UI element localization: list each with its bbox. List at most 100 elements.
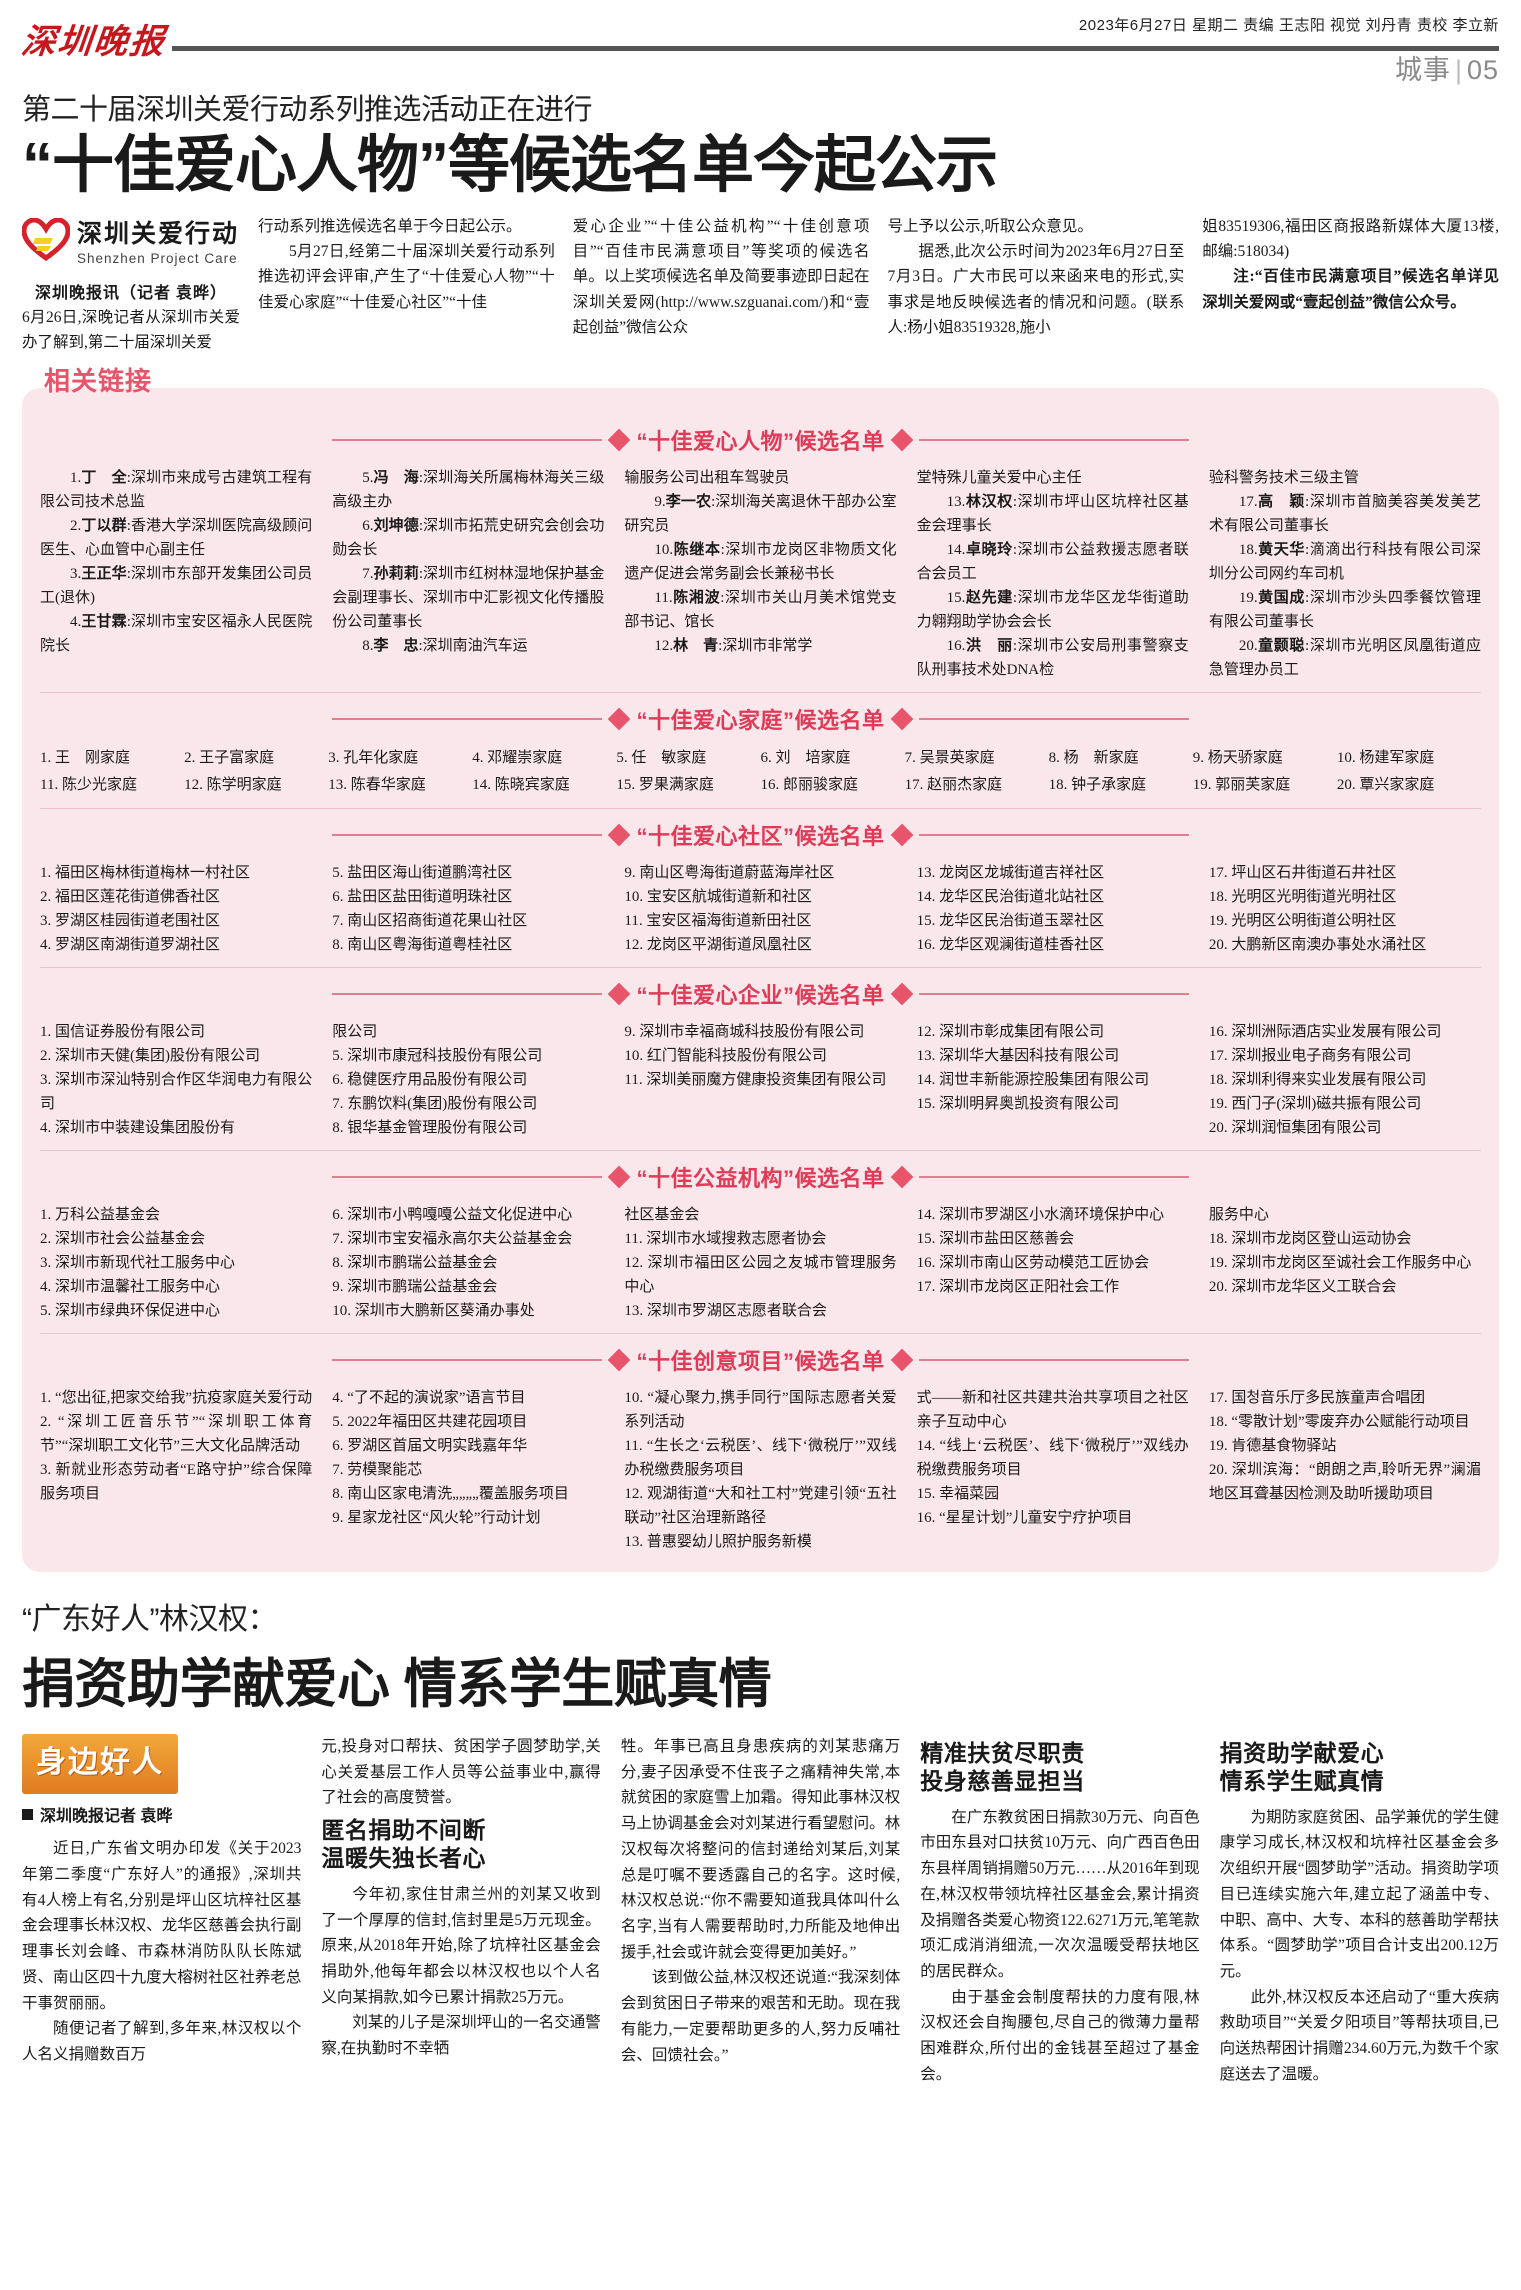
candidate-entry: 1. 国信证券股份有限公司 <box>40 1023 206 1040</box>
candidate-entry: 2. 王子富家庭 <box>184 750 275 767</box>
candidate-entry: 10. 宝安区航城街道新和社区 <box>624 888 812 905</box>
candidate-entry: 11. 深圳市水域搜救志愿者协会 <box>624 1230 827 1247</box>
candidate-entry: 7. 劳模聚能芯 <box>332 1461 423 1478</box>
entry-desc: :深圳市坪山区坑梓社区基金会理事长 <box>916 494 1189 535</box>
candidate-columns: 1.丁 全:深圳市来成号古建筑工程有限公司技术总监 2.丁以群:香港大学深圳医院高… <box>40 466 1481 682</box>
candidate-columns: 1. 国信证券股份有限公司 2. 深圳市天健(集团)股份有限公司 3. 深圳市深汕特… <box>40 1020 1481 1140</box>
candidate-entry: 16. 龙华区观澜街道桂香社区 <box>916 936 1105 953</box>
entry-desc: :深圳市红树林湿地保护基金会副理事长、深圳市中汇影视文化传播股份公司董事长 <box>332 566 605 631</box>
candidate-entry: 13. 深圳华大基因科技有限公司 <box>916 1047 1120 1064</box>
bottom-col-2: 元,投身对口帮扶、贫困学子圆梦助学,关心关爱基层工作人员等公益事业中,赢得了社会… <box>321 1734 600 2088</box>
section-divider: | <box>1454 55 1463 85</box>
candidate-entry: 13. 陈春华家庭 <box>328 776 426 793</box>
candidate-entry: 12. 陈学明家庭 <box>184 776 282 793</box>
entry-desc: :香港大学深圳医院高级顾问医生、心血管中心副主任 <box>40 518 313 559</box>
candidate-entry: 5. 盐田区海山街道鹏湾社区 <box>332 864 513 881</box>
entry-index: 12. <box>654 638 674 655</box>
candidate-entry: 4. “了不起的演说家”语言节目 <box>332 1389 526 1406</box>
candidate-entry: 15.赵先建:深圳市龙华区龙华街道助力翱翔助学协会会长 <box>917 586 1189 634</box>
candidate-entry: 服务中心 <box>1208 1206 1269 1223</box>
entry-name: 童颢聪 <box>1257 638 1306 655</box>
entry-name: 丁以群 <box>81 518 127 535</box>
candidate-entry: 14. 深圳市罗湖区小水滴环境保护中心 <box>916 1206 1165 1223</box>
page-number: 05 <box>1466 55 1499 85</box>
candidate-column: 16. 深圳洲际酒店实业发展有限公司 17. 深圳报业电子商务有限公司 18. 深圳… <box>1209 1020 1481 1140</box>
entry-name: 李一农 <box>665 494 712 511</box>
bottom-article-body: 身边好人 深圳晚报记者 袁晔 近日,广东省文明办印发《关于2023年第二季度“广… <box>22 1733 1500 2088</box>
entry-desc: :深圳市首脑美容美发美艺术有限公司董事长 <box>1208 494 1482 535</box>
candidate-entry: 17. 坪山区石井街道石井社区 <box>1208 864 1397 881</box>
newspaper-logo: 深圳晚报 <box>19 24 168 61</box>
entry-desc: 验科警务技术三级主管 <box>1208 470 1359 487</box>
diamond-icon <box>890 823 913 847</box>
candidate-entry: 5.冯 海:深圳海关所属梅林海关三级高级主办 <box>332 466 604 514</box>
entry-name: 王甘霖 <box>81 614 127 631</box>
candidate-entry: 8. 南山区粤海街道粤桂社区 <box>332 936 513 953</box>
candidate-column: 12. 深圳市彰成集团有限公司 13. 深圳华大基因科技有限公司 14. 润世丰新能… <box>917 1020 1189 1140</box>
section-title-row: “十佳爱心家庭”候选名单 <box>40 703 1481 735</box>
top-article-kicker: 第二十届深圳关爱行动系列推选活动正在进行 <box>22 94 593 126</box>
candidate-entry: 限公司 <box>332 1023 378 1040</box>
good-person-badge: 身边好人 <box>22 1733 178 1794</box>
candidate-entry: 社区基金会 <box>624 1206 700 1223</box>
candidate-entry: 15. 深圳明昇奥凯投资有限公司 <box>916 1095 1120 1112</box>
candidate-entry: 12. 龙岗区平湖街道凤凰社区 <box>624 936 812 953</box>
brand-name-en: Shenzhen Project Care <box>77 251 238 267</box>
entry-desc: :深圳市公益救援志愿者联合会员工 <box>916 542 1189 583</box>
bottom-para: 刘某的儿子是深圳坪山的一名交通警察,在执勤时不幸牺 <box>321 2014 601 2058</box>
candidate-entry: 12. 深圳市福田区公园之友城市管理服务中心 <box>624 1254 897 1295</box>
candidate-column: 输服务公司出租车驾驶员 9.李一农:深圳海关离退休干部办公室研究员 10.陈继本:深… <box>624 466 896 682</box>
entry-desc: :深圳市光明区凤凰街道应急管理办员工 <box>1208 638 1482 679</box>
entry-index: 2. <box>70 518 82 535</box>
entry-index: 5. <box>362 470 374 487</box>
candidate-entry: 17. 赵丽杰家庭 <box>904 776 1003 793</box>
candidate-entry: 14.卓晓玲:深圳市公益救援志愿者联合会员工 <box>917 538 1189 586</box>
entry-name: 冯 海 <box>373 470 419 487</box>
entry-name: 林 青 <box>673 638 719 655</box>
bottom-para: 为期防家庭贫困、品学兼优的学生健康学习成长,林汉权和坑梓社区基金会多次组织开展“… <box>1219 1808 1500 1980</box>
entry-desc: :深圳市关山月美术馆党支部书记、馆长 <box>624 590 897 631</box>
section-title-row: “十佳公益机构”候选名单 <box>40 1161 1481 1193</box>
candidate-entry: 18. 深圳利得来实业发展有限公司 <box>1208 1071 1427 1088</box>
bottom-subhead: 情系学生赋真情 <box>1219 1768 1385 1795</box>
intro-col-5: 姐83519306,福田区商报路新媒体大厦13楼,邮编:518034) 注:“百… <box>1202 214 1499 355</box>
candidate-entry: 8. 深圳市鹏瑞公益基金会 <box>332 1254 498 1271</box>
candidate-entry: 14. “线上‘云税医’、线下‘微税厅’”双线办税缴费服务项目 <box>916 1437 1189 1478</box>
section-title-row: “十佳爱心社区”候选名单 <box>40 819 1481 851</box>
candidate-entry: 19. 肯德基食物驿站 <box>1208 1437 1337 1454</box>
section-divider <box>40 966 1481 968</box>
candidate-entry: 16. 郎丽骏家庭 <box>760 776 858 793</box>
candidate-entry: 10. 杨建军家庭 <box>1336 750 1435 767</box>
section-divider <box>40 1332 1481 1334</box>
candidate-entry: 20. 深圳滨海：“朗朗之声,聆听无界”澜湄地区耳聋基因检测及助听援助项目 <box>1208 1461 1482 1502</box>
entry-name: 洪 丽 <box>965 638 1013 655</box>
diamond-icon <box>608 1165 631 1189</box>
candidate-entry: 16. 深圳洲际酒店实业发展有限公司 <box>1208 1023 1442 1040</box>
intro-col-4: 号上予以公示,听取公众意见。 据悉,此次公示时间为2023年6月27日至7月3日… <box>888 214 1185 355</box>
candidate-entry: 12. 深圳市彰成集团有限公司 <box>916 1023 1105 1040</box>
candidate-entry: 17.高 颖:深圳市首脑美容美发美艺术有限公司董事长 <box>1209 490 1481 538</box>
candidate-entry: 18. 钟子承家庭 <box>1048 776 1147 793</box>
candidate-column: 4. “了不起的演说家”语言节目 5. 2022年福田区共建花园项目 6. 罗湖区首… <box>332 1386 604 1554</box>
candidate-entry: 2. “深圳工匠音乐节”“深圳职工体育节”“深圳职工文化节”三大文化品牌活动 <box>40 1413 313 1454</box>
candidate-entry: 11.陈湘波:深圳市关山月美术馆党支部书记、馆长 <box>624 586 896 634</box>
rule-left <box>332 833 603 836</box>
heart-icon <box>22 218 70 262</box>
intro-col-3: 爱心企业”“十佳公益机构”“十佳创意项目”“百佳市民满意项目”等奖项的候选名单。… <box>573 214 870 355</box>
candidate-entry: 9. 星家龙社区“风火轮”行动计划 <box>332 1509 541 1526</box>
entry-name: 卓晓玲 <box>965 542 1013 559</box>
bottom-article: “广东好人”林汉权： 捐资助学献爱心 情系学生赋真情 身边好人 深圳晚报记者 袁… <box>22 1594 1499 2088</box>
candidate-entry: 6. 罗湖区首届文明实践嘉年华 <box>332 1437 528 1454</box>
section-title: “十佳爱心家庭”候选名单 <box>636 708 885 734</box>
bottom-col-1: 身边好人 深圳晚报记者 袁晔 近日,广东省文明办印发《关于2023年第二季度“广… <box>22 1733 301 2088</box>
candidate-entry: 1. 王 刚家庭 <box>40 750 131 767</box>
candidate-entry: 5. 深圳市康冠科技股份有限公司 <box>332 1047 543 1064</box>
candidate-entry: 11. 陈少光家庭 <box>40 776 137 793</box>
top-article-intro: 深圳关爱行动 Shenzhen Project Care 深圳晚报讯（记者 袁晔… <box>22 214 1499 355</box>
candidate-entry: 6. 深圳市小鸭嘎嘎公益文化促进中心 <box>332 1206 573 1223</box>
entry-index: 7. <box>362 566 374 583</box>
candidate-entry: 17. 国청音乐厅多民族童声合唱团 <box>1208 1389 1426 1406</box>
entry-index: 11. <box>654 590 673 607</box>
candidate-entry: 1. “您出征,把家交给我”抗疫家庭关爱行动 <box>40 1389 313 1406</box>
section-divider <box>40 807 1481 809</box>
